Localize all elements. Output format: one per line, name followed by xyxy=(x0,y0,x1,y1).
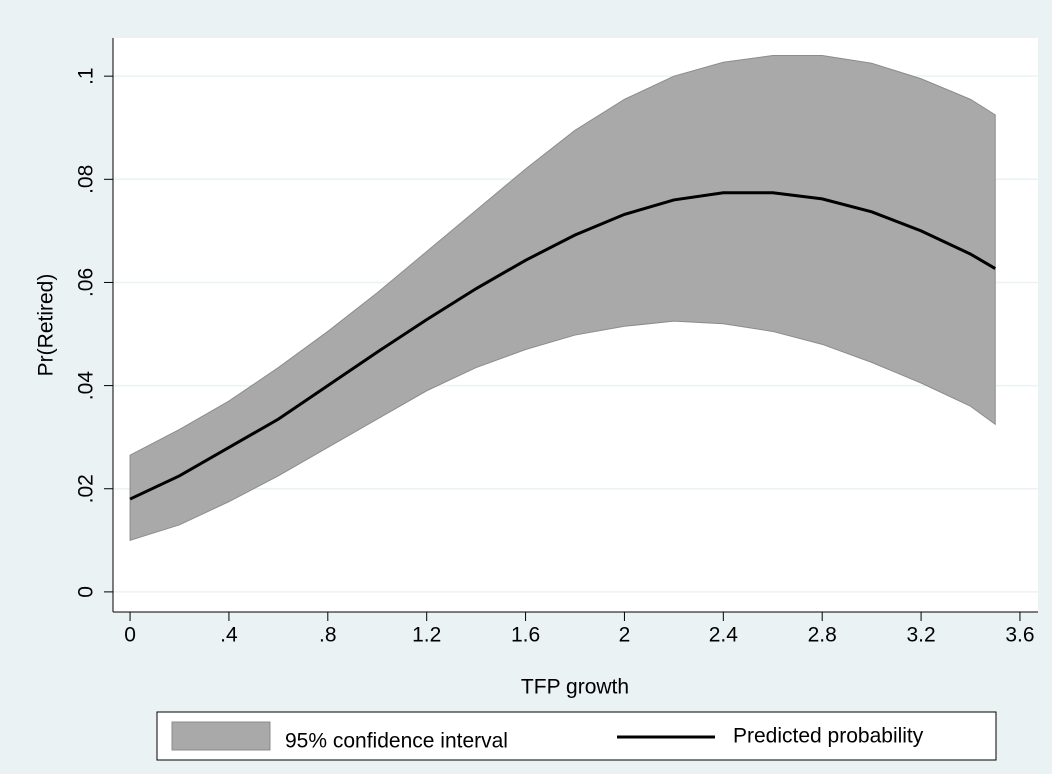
x-tick-label: .8 xyxy=(319,624,337,647)
x-tick-label: 0 xyxy=(124,624,136,647)
x-tick-label: 2.4 xyxy=(709,624,739,647)
x-tick-label: .4 xyxy=(220,624,238,647)
x-tick-label: 3.2 xyxy=(906,624,935,647)
confidence-band xyxy=(129,55,996,541)
line xyxy=(129,191,996,501)
legend-label: 95% confidence interval xyxy=(285,730,508,753)
y-tick-label: 0 xyxy=(75,586,98,598)
legend-swatch xyxy=(171,721,271,751)
y-tick-label: .04 xyxy=(75,371,98,401)
x-tick-label: 3.6 xyxy=(1005,624,1034,647)
x-tick-label: 2.8 xyxy=(808,624,837,647)
y-tick-label: .06 xyxy=(75,268,98,297)
legend xyxy=(156,711,997,761)
x-tick-label: 2 xyxy=(619,624,631,647)
y-tick-label: .1 xyxy=(75,67,98,85)
y-axis-title: Pr(Retired) xyxy=(35,274,58,377)
legend-label: Predicted probability xyxy=(733,725,924,748)
x-tick-label: 1.6 xyxy=(511,624,540,647)
y-tick-label: .08 xyxy=(75,165,98,194)
x-axis-title: TFP growth xyxy=(521,676,629,699)
x-tick-label: 1.2 xyxy=(412,624,441,647)
y-tick-label: .02 xyxy=(75,474,98,503)
